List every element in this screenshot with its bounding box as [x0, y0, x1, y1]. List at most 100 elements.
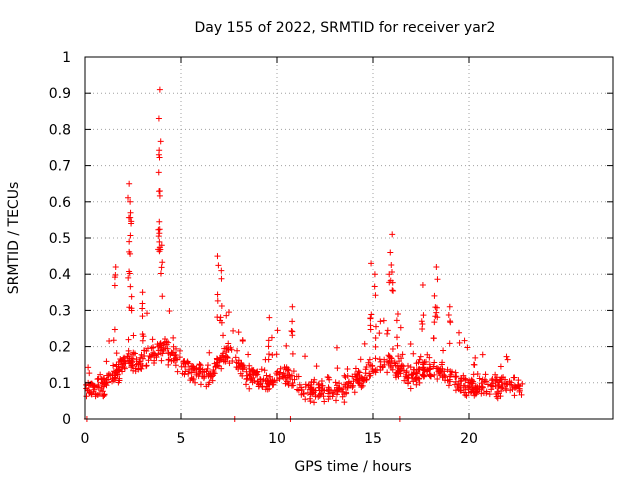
data-point	[112, 375, 119, 382]
data-point	[413, 381, 420, 388]
data-point	[130, 332, 137, 339]
data-point	[506, 381, 513, 388]
data-point	[265, 337, 272, 344]
data-point	[223, 312, 230, 319]
data-point	[368, 260, 375, 267]
data-point	[88, 391, 95, 398]
data-point	[218, 275, 225, 282]
x-tick-label: 20	[460, 431, 478, 447]
data-point	[420, 366, 427, 373]
data-point	[405, 372, 412, 379]
data-point	[349, 384, 356, 391]
data-point	[283, 378, 290, 385]
data-point	[128, 293, 135, 300]
data-point	[367, 326, 374, 333]
data-point	[389, 287, 396, 294]
data-point	[394, 369, 401, 376]
data-point	[372, 367, 379, 374]
data-point	[89, 381, 96, 388]
data-point	[237, 370, 244, 377]
data-point	[389, 346, 396, 353]
data-point	[117, 356, 124, 363]
data-point	[447, 368, 454, 375]
data-point	[165, 356, 172, 363]
data-point	[214, 291, 221, 298]
data-point	[415, 375, 422, 382]
data-point	[135, 366, 142, 373]
data-point	[144, 310, 151, 317]
data-point	[455, 380, 462, 387]
data-point	[220, 350, 227, 357]
data-point	[257, 380, 264, 387]
data-point	[156, 154, 163, 161]
data-point	[478, 380, 485, 387]
data-point	[394, 363, 401, 370]
data-point	[160, 346, 167, 353]
data-point	[377, 318, 384, 325]
data-point	[495, 381, 502, 388]
data-point	[465, 379, 472, 386]
data-point	[127, 209, 134, 216]
data-point	[372, 334, 379, 341]
data-point	[133, 356, 140, 363]
data-point	[433, 304, 440, 311]
data-point	[220, 356, 227, 363]
data-point	[119, 364, 126, 371]
data-point	[264, 386, 271, 393]
data-point	[289, 380, 296, 387]
data-point	[308, 386, 315, 393]
data-point	[381, 361, 388, 368]
data-point	[259, 384, 266, 391]
data-point	[136, 358, 143, 365]
axis-ticks	[84, 56, 613, 420]
data-point	[360, 377, 367, 384]
data-point	[339, 393, 346, 400]
data-point	[464, 344, 471, 351]
data-point	[181, 371, 188, 378]
data-point	[311, 399, 318, 406]
data-point	[149, 351, 156, 358]
data-point	[435, 365, 442, 372]
data-point	[404, 362, 411, 369]
data-point	[86, 370, 93, 377]
data-point	[441, 374, 448, 381]
data-point	[397, 324, 404, 331]
data-point	[125, 347, 132, 354]
data-point	[372, 355, 379, 362]
data-point	[341, 381, 348, 388]
data-point	[239, 338, 246, 345]
y-tick-label: 1	[62, 50, 71, 66]
chart-title: Day 155 of 2022, SRMTID for receiver yar…	[195, 20, 496, 36]
data-point	[127, 283, 134, 290]
data-point	[333, 382, 340, 389]
data-point	[145, 357, 152, 364]
data-point	[410, 350, 417, 357]
data-point	[469, 380, 476, 387]
data-point	[421, 367, 428, 374]
data-point	[124, 353, 131, 360]
x-tick-label: 0	[81, 431, 90, 447]
data-point	[363, 364, 370, 371]
data-point	[416, 379, 423, 386]
data-point	[226, 360, 233, 367]
data-point	[381, 356, 388, 363]
data-point	[138, 365, 145, 372]
data-point	[234, 347, 241, 354]
data-point	[97, 371, 104, 378]
data-point	[313, 363, 320, 370]
data-point	[150, 344, 157, 351]
data-point	[212, 363, 219, 370]
data-point	[151, 357, 158, 364]
data-point	[96, 390, 103, 397]
data-point	[463, 392, 470, 399]
data-point	[474, 370, 481, 377]
data-point	[488, 382, 495, 389]
data-point	[384, 330, 391, 337]
data-point	[445, 382, 452, 389]
data-point	[300, 390, 307, 397]
data-point	[321, 387, 328, 394]
data-point	[243, 368, 250, 375]
data-point	[440, 347, 447, 354]
data-point	[146, 352, 153, 359]
